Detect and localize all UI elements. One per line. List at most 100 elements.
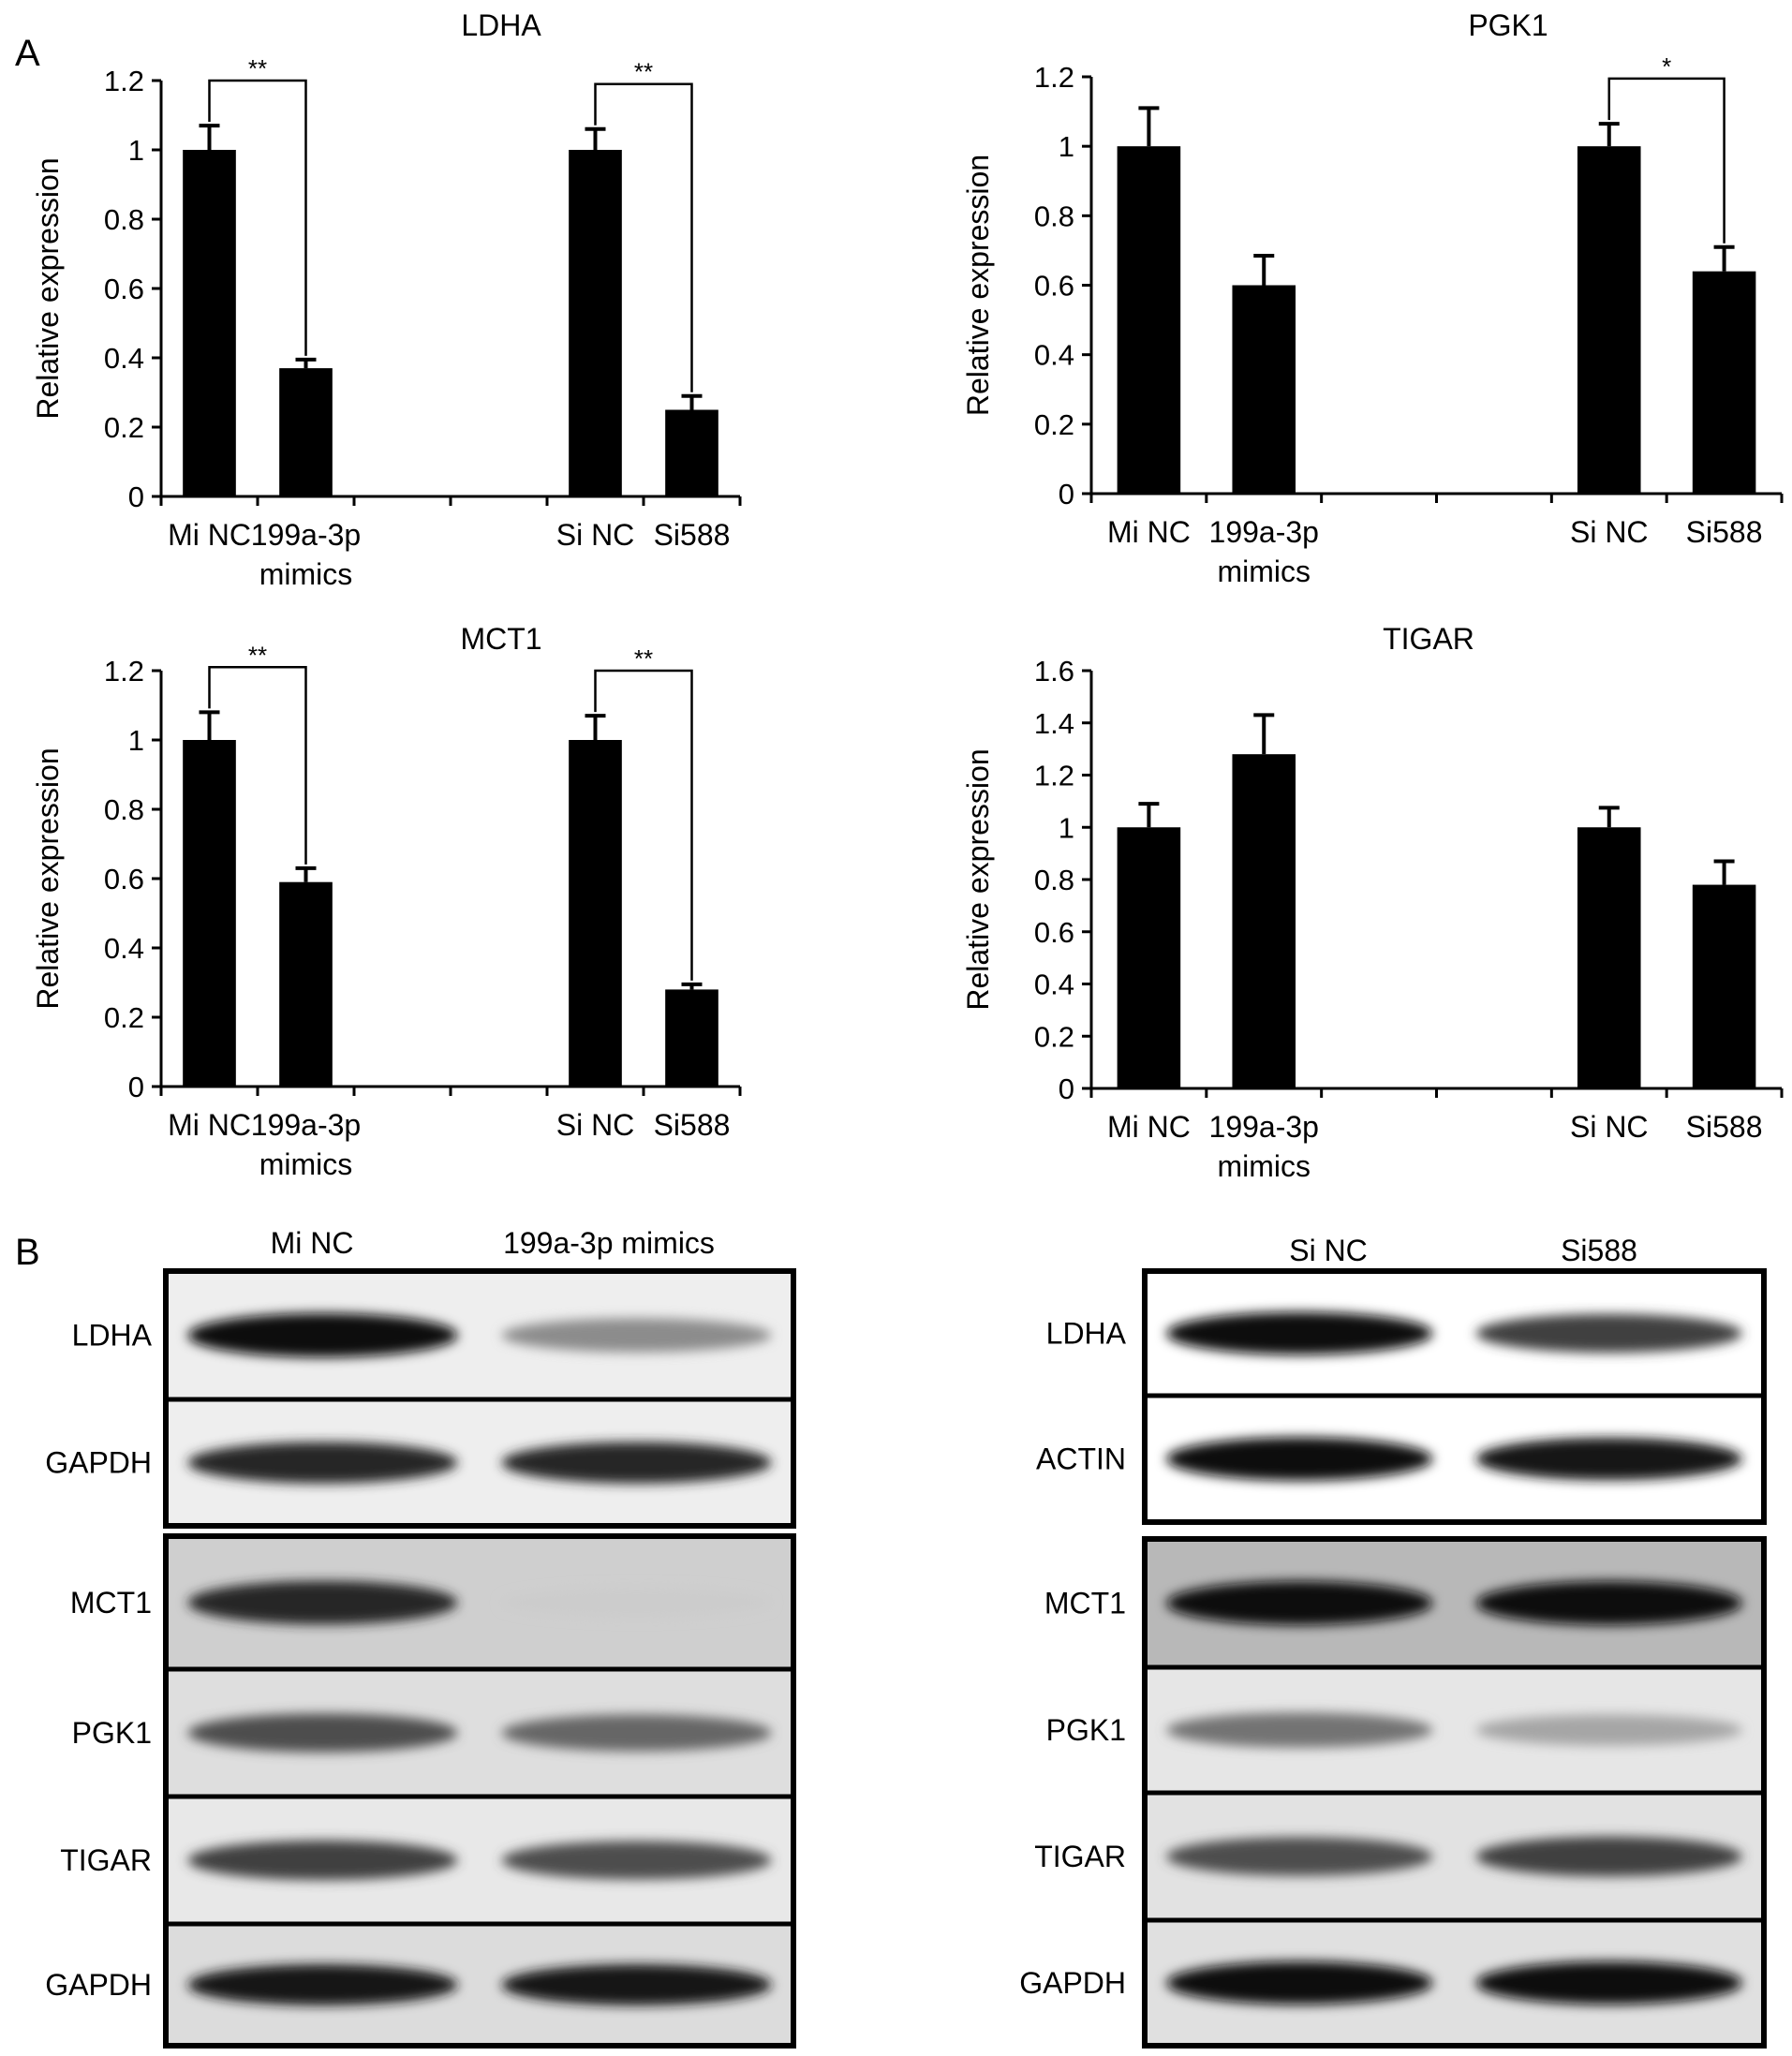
bar — [1577, 146, 1641, 494]
blot-row-label: LDHA — [72, 1319, 153, 1353]
chart-title: MCT1 — [460, 622, 541, 656]
chart-tigar: TIGAR 0 0.2 0.4 0.6 0.8 1 1.2 1.4 1.6 Relative exp… — [961, 622, 1784, 1183]
chart-title: TIGAR — [1383, 622, 1474, 656]
significance-marker: ** — [248, 54, 267, 82]
x-category-label: 199a-3p — [251, 518, 361, 552]
x-category-label: Mi NC — [168, 1108, 251, 1142]
blot-band — [1166, 1712, 1433, 1748]
chart-title: LDHA — [461, 8, 541, 42]
y-tick-label: 0.4 — [104, 342, 144, 375]
y-tick-label: 0 — [128, 1071, 144, 1103]
x-category-label: Si588 — [654, 518, 731, 552]
blot-row-label: GAPDH — [45, 1446, 152, 1480]
blot-band — [187, 1713, 458, 1753]
y-tick-label: 1.2 — [1034, 61, 1074, 94]
western-blot-1: Mi NC 199a-3p mimics LDHA GAPDH MCT1 PGK1 TIGA… — [45, 1226, 796, 2049]
blot-row-label: ACTIN — [1036, 1442, 1126, 1476]
x-category-label: Si NC — [1570, 1110, 1649, 1144]
y-tick-label: 0.8 — [1034, 200, 1074, 232]
x-category-label: mimics — [259, 557, 353, 591]
x-category-label: mimics — [1217, 555, 1311, 588]
x-category-label: mimics — [1217, 1149, 1311, 1183]
y-tick-label: 0.8 — [104, 793, 144, 826]
x-category-label: Mi NC — [1107, 515, 1191, 549]
bar — [569, 740, 622, 1087]
y-tick-label: 0.6 — [104, 273, 144, 305]
y-tick-label: 1.4 — [1034, 707, 1074, 740]
blot-band — [187, 1442, 458, 1484]
chart-mct1: MCT1 0 0.2 0.4 0.6 0.8 1 1.2 Relative expression… — [31, 622, 742, 1181]
y-axis-label: Relative expression — [31, 157, 65, 419]
blot-frame — [1142, 1536, 1767, 2049]
blot-band — [1166, 1437, 1433, 1481]
chart-title: PGK1 — [1468, 8, 1548, 42]
y-tick-label: 1.6 — [1034, 655, 1074, 688]
blot-band — [187, 1840, 458, 1881]
bar — [183, 740, 236, 1087]
bar — [1692, 884, 1756, 1088]
blot-row-label: TIGAR — [1034, 1840, 1126, 1873]
blot-band — [1475, 1960, 1742, 2005]
y-tick-label: 0.2 — [1034, 408, 1074, 441]
bar — [1232, 285, 1296, 494]
panel-label-a: A — [15, 33, 40, 74]
y-tick-label: 1 — [128, 724, 144, 757]
y-tick-label: 1.2 — [104, 655, 144, 688]
significance-bracket — [594, 82, 693, 392]
x-category-label: 199a-3p — [1209, 515, 1319, 549]
blot-band — [1475, 1580, 1742, 1626]
x-category-label: Mi NC — [1107, 1110, 1191, 1144]
blot-row-label: TIGAR — [60, 1843, 152, 1877]
panel-label-b: B — [15, 1232, 40, 1273]
bar — [279, 368, 333, 496]
x-category-label: Si NC — [1570, 515, 1649, 549]
x-category-label: Mi NC — [168, 518, 251, 552]
y-axis-label: Relative expression — [961, 155, 995, 416]
blot-frame — [163, 1533, 796, 2049]
y-tick-label: 0.4 — [1034, 339, 1074, 372]
blot-band — [1166, 1580, 1433, 1626]
significance-marker: * — [1662, 52, 1671, 81]
significance-marker: ** — [634, 644, 653, 673]
blot-band — [1475, 1836, 1742, 1877]
blot-band — [1475, 1313, 1742, 1353]
western-blots: Mi NC 199a-3p mimics LDHA GAPDH MCT1 PGK1 TIGA… — [45, 1226, 1767, 2049]
significance-bracket — [594, 669, 693, 981]
significance-bracket — [208, 79, 307, 356]
y-tick-label: 1.2 — [104, 65, 144, 97]
significance-marker: ** — [634, 58, 653, 86]
blot-row-label: PGK1 — [1046, 1713, 1126, 1747]
y-tick-label: 0.8 — [104, 203, 144, 236]
blot-row-label: MCT1 — [1044, 1587, 1126, 1620]
blot-band — [1166, 1311, 1433, 1355]
bar — [1232, 754, 1296, 1088]
blot-row-label: LDHA — [1046, 1317, 1127, 1351]
y-tick-label: 0.6 — [1034, 270, 1074, 303]
blot-frame — [163, 1268, 796, 1529]
blot-band — [501, 1318, 772, 1353]
x-category-label: mimics — [259, 1147, 353, 1181]
y-tick-label: 0.6 — [104, 863, 144, 895]
y-tick-label: 1 — [1059, 811, 1074, 844]
x-category-label: Si588 — [1686, 1110, 1763, 1144]
chart-ldha: LDHA 0 0.2 0.4 0.6 0.8 1 1.2 Relative expression… — [31, 8, 742, 591]
bar — [279, 881, 333, 1087]
x-category-label: 199a-3p — [251, 1108, 361, 1142]
bar — [1577, 827, 1641, 1088]
y-tick-label: 0 — [1059, 478, 1074, 510]
blot-band — [501, 1841, 772, 1880]
bar — [665, 409, 718, 496]
bar — [665, 989, 718, 1087]
blot-row-label: MCT1 — [70, 1586, 152, 1620]
blot-column-header: 199a-3p mimics — [503, 1226, 715, 1260]
y-axis-label: Relative expression — [961, 748, 995, 1010]
blot-band — [1166, 1960, 1433, 2005]
y-tick-label: 0.2 — [104, 411, 144, 444]
y-tick-label: 1.2 — [1034, 760, 1074, 792]
blot-band — [501, 1442, 772, 1484]
x-category-label: 199a-3p — [1209, 1110, 1319, 1144]
y-tick-label: 0.4 — [1034, 969, 1074, 1001]
blot-band — [1475, 1714, 1742, 1746]
x-category-label: Si588 — [1686, 515, 1763, 549]
